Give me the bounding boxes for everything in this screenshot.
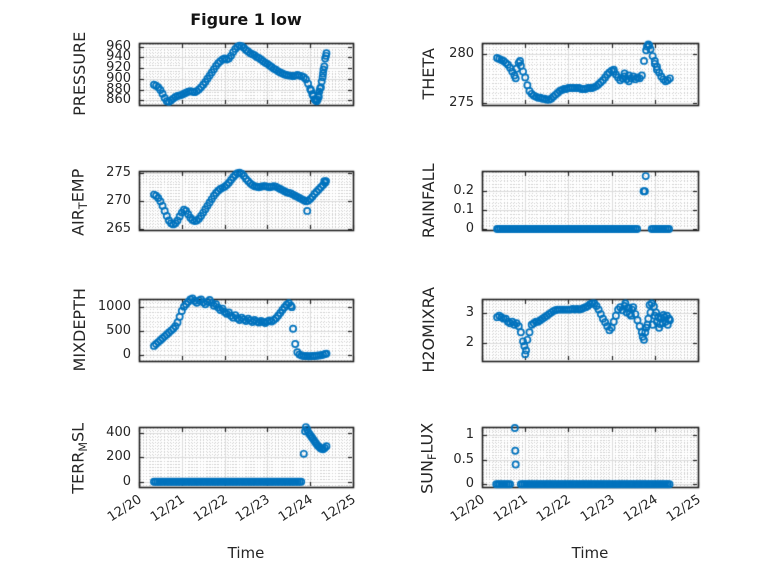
x-axis-title-left: Time: [227, 544, 265, 562]
x-axis-title-right: Time: [571, 544, 609, 562]
figure-title: Figure 1 low: [190, 10, 302, 29]
